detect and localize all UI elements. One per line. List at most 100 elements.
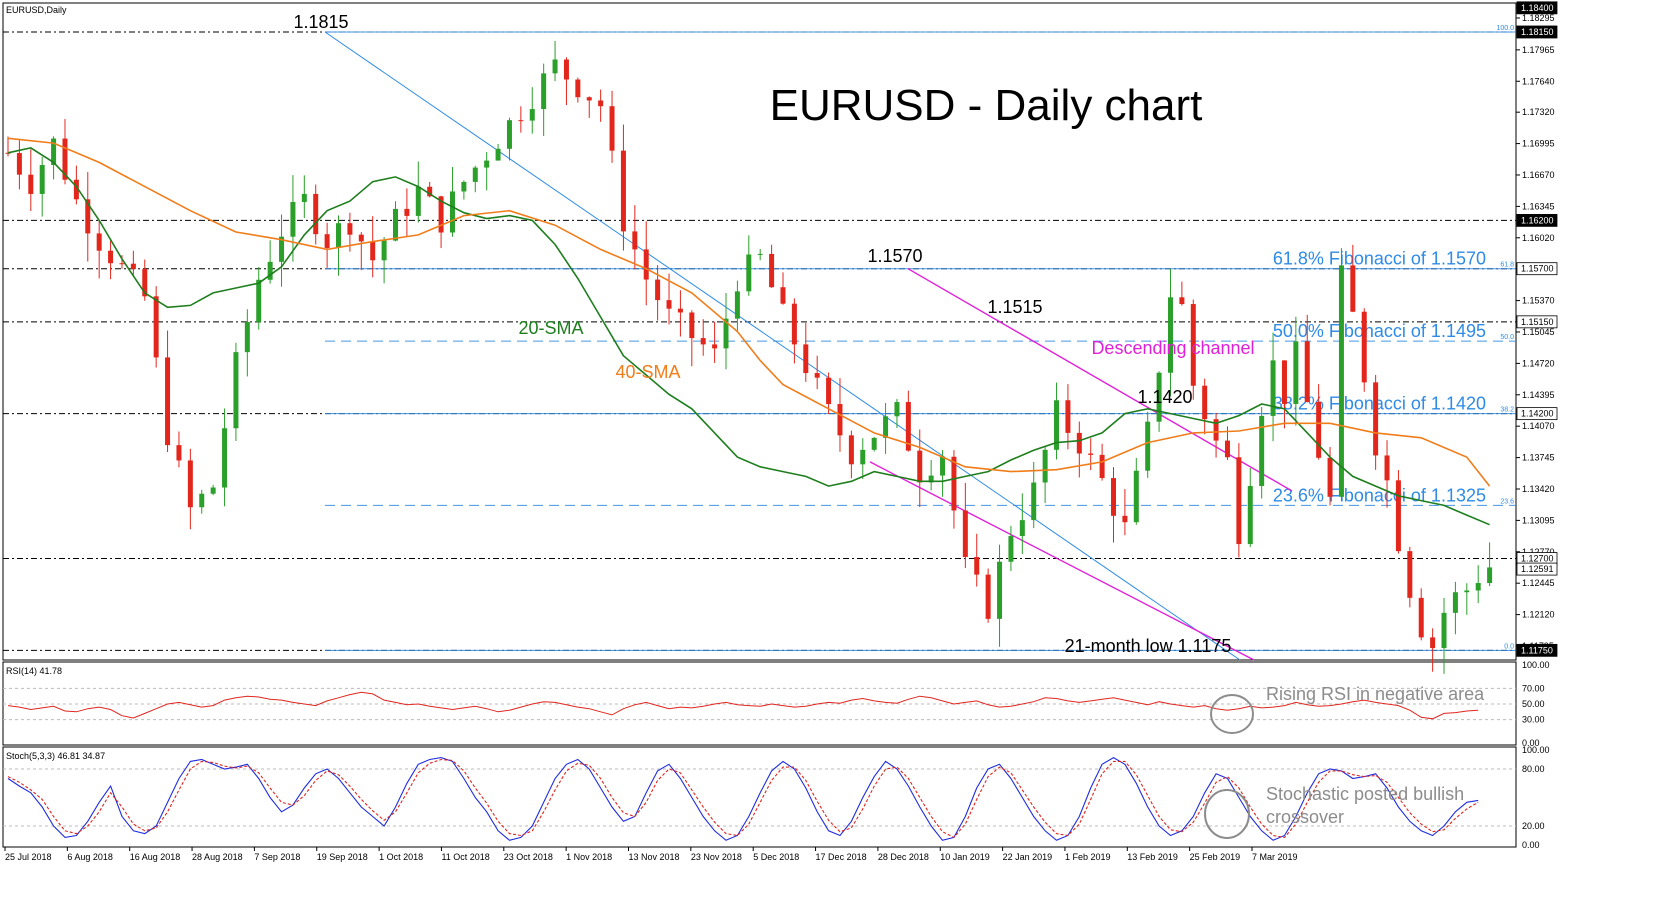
candle-body [1167, 297, 1173, 373]
candle-body [142, 269, 148, 297]
y-tick-label: 1.14395 [1522, 390, 1555, 400]
candle-body [1019, 520, 1025, 537]
candle-body [643, 249, 649, 280]
candle-body [62, 138, 68, 180]
candle-body [1008, 536, 1014, 562]
candle-body [484, 160, 490, 168]
candle-body [1293, 341, 1299, 404]
x-tick-label: 13 Feb 2019 [1127, 852, 1178, 862]
x-tick-label: 22 Jan 2019 [1003, 852, 1053, 862]
y-tick-label: 1.17320 [1522, 107, 1555, 117]
x-tick-label: 23 Oct 2018 [504, 852, 553, 862]
price-level-badge [1516, 562, 1558, 576]
candle-body [997, 561, 1003, 619]
channel-lower-line [869, 461, 1255, 661]
candle-body [1338, 265, 1344, 497]
candle-body [1236, 457, 1242, 545]
stoch-label: Stoch(5,3,3) 46.81 34.87 [6, 751, 105, 761]
candle-body [108, 250, 114, 264]
long-downtrend-line [324, 31, 1241, 661]
x-tick-label: 1 Oct 2018 [379, 852, 423, 862]
candle-body [905, 402, 911, 451]
y-tick-label: 1.12770 [1522, 547, 1555, 557]
candle-body [632, 231, 638, 250]
candle-body [1213, 419, 1219, 441]
x-tick-label: 28 Dec 2018 [878, 852, 929, 862]
candle-body [712, 344, 718, 349]
candle-body [1042, 449, 1048, 483]
x-tick-label: 17 Dec 2018 [816, 852, 867, 862]
candle-body [723, 318, 729, 349]
x-tick-label: 6 Aug 2018 [67, 852, 113, 862]
candle-body [1452, 592, 1458, 613]
candle-body [472, 167, 478, 182]
candle-body [575, 79, 581, 98]
candle-body [1316, 401, 1322, 458]
y-tick-label: 1.17640 [1522, 76, 1555, 86]
y-tick-label: 1.13420 [1522, 484, 1555, 494]
price-level-badge-label: 1.12591 [1521, 564, 1554, 574]
candle-body [256, 279, 262, 322]
candle-body [1441, 612, 1447, 649]
candle-body [39, 165, 45, 194]
rsi-tick-label: 70.00 [1522, 683, 1545, 693]
x-tick-label: 5 Dec 2018 [753, 852, 799, 862]
fib-label: 23.6% Fibonacci of 1.1325 [1273, 485, 1486, 505]
candle-body [279, 236, 285, 262]
candle-body [438, 196, 444, 233]
candle-body [769, 253, 775, 288]
fib-tag: 0.0 [1504, 643, 1514, 650]
x-tick-label: 11 Oct 2018 [441, 852, 489, 862]
candle-body [392, 208, 398, 241]
price-level-badge-label: 1.15700 [1521, 264, 1554, 274]
candle-body [700, 338, 706, 345]
candle-body [837, 404, 843, 436]
fib-tag: 61.8 [1500, 262, 1514, 269]
candle-body [358, 234, 364, 242]
candle-body [1487, 567, 1493, 584]
fib-tag: 50.0 [1500, 334, 1514, 341]
candle-body [962, 510, 968, 557]
candle-body [96, 233, 102, 251]
candle-body [73, 179, 79, 200]
candle-body [404, 208, 410, 216]
candle-body [1133, 470, 1139, 523]
y-tick-label: 1.18295 [1522, 13, 1555, 23]
fib-label: 61.8% Fibonacci of 1.1570 [1273, 249, 1486, 269]
candle-body [791, 303, 797, 345]
price-level-badge [1516, 315, 1558, 329]
price-level-badge [1516, 1, 1558, 15]
candle-body [655, 279, 661, 301]
price-level-badge [1516, 213, 1558, 227]
y-tick-label: 1.16670 [1522, 170, 1555, 180]
candlesticks [5, 40, 1493, 674]
candle-body [1088, 453, 1094, 455]
candle-body [1065, 400, 1071, 433]
candle-body [928, 475, 934, 483]
x-tick-label: 1 Nov 2018 [566, 852, 612, 862]
candle-body [883, 416, 889, 438]
candle-body [1304, 341, 1310, 402]
candle-body [16, 153, 22, 175]
rsi-highlight-circle [1210, 694, 1254, 734]
candle-body [381, 240, 387, 261]
candle-body [1430, 637, 1436, 649]
x-tick-label: 10 Jan 2019 [940, 852, 990, 862]
annotation-label: 1.1570 [867, 246, 922, 266]
candle-body [1179, 297, 1185, 305]
candle-body [233, 352, 239, 429]
stoch-highlight-circle [1204, 789, 1250, 839]
candle-body [1031, 482, 1037, 521]
chart-title: EURUSD - Daily chart [770, 81, 1203, 130]
candle-body [85, 199, 91, 234]
candle-body [427, 186, 433, 197]
candle-body [814, 373, 820, 378]
stoch-panel [2, 746, 1517, 848]
candle-body [894, 402, 900, 417]
candle-body [803, 344, 809, 374]
y-tick-label: 1.17965 [1522, 45, 1555, 55]
sma-line-20-sma [7, 147, 1490, 526]
symbol-label: EURUSD,Daily [6, 5, 67, 15]
candle-body [313, 193, 319, 235]
candle-body [586, 97, 592, 101]
